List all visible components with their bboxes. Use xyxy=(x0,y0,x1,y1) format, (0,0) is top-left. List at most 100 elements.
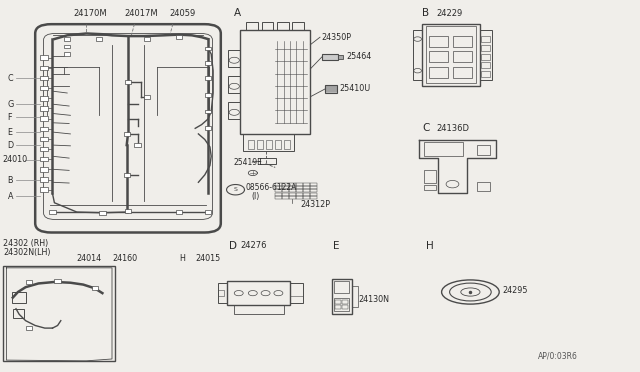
Bar xyxy=(144,37,150,41)
Bar xyxy=(205,210,211,214)
Bar xyxy=(243,134,294,151)
Text: E: E xyxy=(333,241,339,250)
Text: 24059: 24059 xyxy=(170,9,196,17)
Bar xyxy=(40,106,48,111)
Bar xyxy=(296,186,303,189)
Text: H: H xyxy=(179,254,185,263)
Bar xyxy=(205,126,211,130)
Bar xyxy=(289,186,296,189)
Bar xyxy=(257,140,263,149)
Bar xyxy=(352,286,358,307)
Bar xyxy=(481,36,490,42)
Bar xyxy=(40,147,48,151)
Bar xyxy=(453,67,472,78)
Bar xyxy=(40,55,48,60)
Bar xyxy=(334,281,349,293)
Text: 24160: 24160 xyxy=(112,254,137,263)
Bar xyxy=(64,37,70,41)
Text: 24312P: 24312P xyxy=(301,200,331,209)
Bar xyxy=(124,173,130,177)
Bar xyxy=(275,193,282,196)
Bar xyxy=(40,86,48,90)
Text: B: B xyxy=(8,176,13,185)
Bar xyxy=(176,35,182,39)
Bar xyxy=(40,65,48,70)
Bar xyxy=(424,142,463,156)
Bar xyxy=(481,71,490,77)
Bar xyxy=(342,300,348,304)
Bar xyxy=(40,126,48,131)
Text: E: E xyxy=(8,128,13,137)
Text: 25464: 25464 xyxy=(346,52,371,61)
Bar xyxy=(64,52,70,56)
Text: C: C xyxy=(422,124,430,133)
Bar xyxy=(292,22,304,30)
Bar xyxy=(296,189,303,192)
Bar xyxy=(303,186,310,189)
Bar xyxy=(322,54,338,60)
Bar xyxy=(289,196,296,199)
Text: 24276: 24276 xyxy=(240,241,266,250)
Bar xyxy=(310,196,317,199)
Bar xyxy=(40,96,48,100)
Bar xyxy=(26,280,32,284)
Bar xyxy=(262,22,273,30)
Bar xyxy=(338,55,343,59)
Bar xyxy=(429,67,448,78)
Bar xyxy=(282,196,289,199)
Bar xyxy=(205,76,211,80)
Bar xyxy=(335,300,341,304)
Bar xyxy=(92,286,98,290)
Bar xyxy=(240,30,310,134)
Bar xyxy=(228,102,240,119)
Bar xyxy=(303,196,310,199)
Bar xyxy=(282,193,289,196)
Bar xyxy=(26,326,32,330)
Bar xyxy=(275,189,282,192)
Text: 24229: 24229 xyxy=(436,9,463,17)
Bar xyxy=(296,193,303,196)
Bar xyxy=(176,210,182,214)
Bar xyxy=(289,193,296,196)
Bar xyxy=(266,140,272,149)
Text: 08566-6122A: 08566-6122A xyxy=(246,183,297,192)
Bar xyxy=(424,185,436,190)
Bar xyxy=(289,189,296,192)
Text: H: H xyxy=(426,241,433,250)
Bar xyxy=(277,22,289,30)
Text: (I): (I) xyxy=(251,192,259,201)
Bar xyxy=(429,51,448,62)
Bar xyxy=(310,183,317,186)
Bar xyxy=(342,305,348,309)
Bar xyxy=(481,45,490,51)
Bar xyxy=(275,196,282,199)
Bar xyxy=(296,183,303,186)
Bar xyxy=(332,279,352,314)
Bar xyxy=(310,193,317,196)
Text: S: S xyxy=(234,187,237,192)
Text: 24136D: 24136D xyxy=(436,124,470,133)
Bar xyxy=(40,137,48,141)
Bar xyxy=(481,54,490,60)
Bar xyxy=(310,186,317,189)
Bar xyxy=(64,45,70,48)
Bar xyxy=(205,110,211,113)
Text: 24015: 24015 xyxy=(195,254,220,263)
Bar xyxy=(424,170,436,183)
Bar xyxy=(303,193,310,196)
Text: D: D xyxy=(229,241,237,250)
Text: AP/0:03R6: AP/0:03R6 xyxy=(538,352,577,361)
Text: 24295: 24295 xyxy=(502,286,528,295)
Bar xyxy=(453,51,472,62)
Bar xyxy=(282,183,289,186)
Bar xyxy=(284,140,290,149)
Bar xyxy=(248,140,254,149)
Bar xyxy=(335,305,341,309)
Bar xyxy=(96,37,102,41)
Text: A: A xyxy=(8,192,13,201)
Bar xyxy=(40,167,48,171)
Bar xyxy=(477,182,490,191)
Bar xyxy=(282,186,289,189)
Text: 24010: 24010 xyxy=(2,155,27,164)
Bar xyxy=(40,177,48,182)
